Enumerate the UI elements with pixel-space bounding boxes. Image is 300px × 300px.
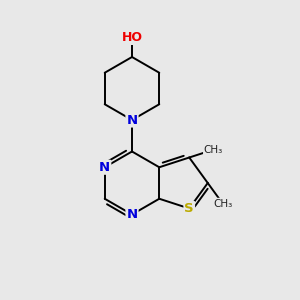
Text: N: N [126,113,138,127]
Text: S: S [184,202,194,215]
Text: N: N [126,208,138,221]
Text: CH₃: CH₃ [213,199,233,208]
Text: N: N [99,161,110,174]
Text: HO: HO [122,31,142,44]
Text: CH₃: CH₃ [204,145,223,154]
